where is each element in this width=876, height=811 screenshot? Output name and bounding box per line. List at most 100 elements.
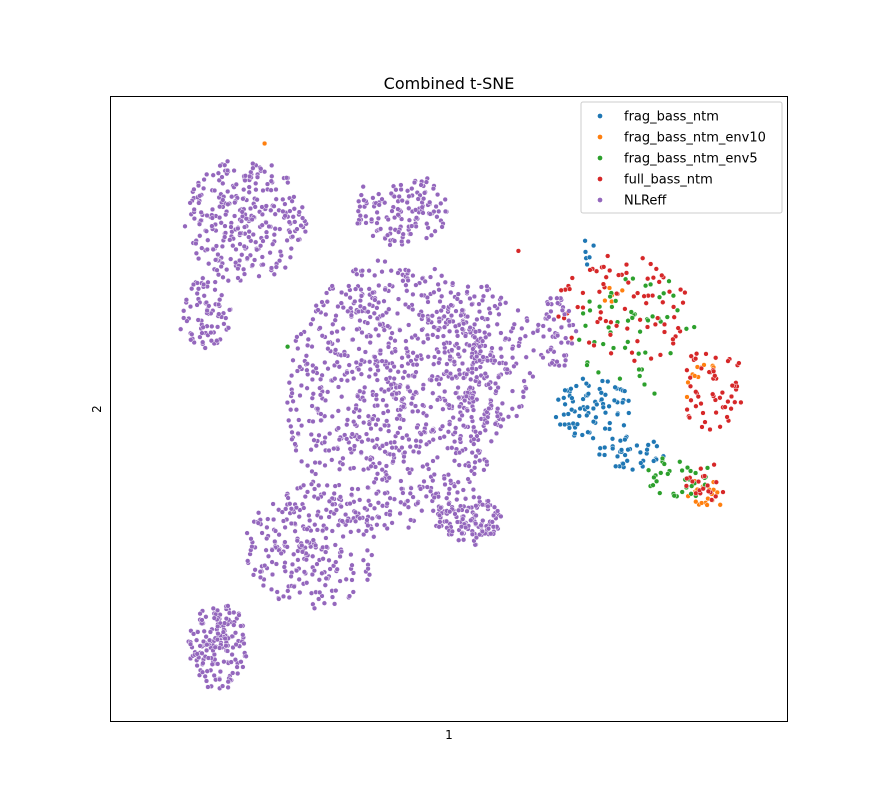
data-point — [217, 668, 224, 675]
data-point — [371, 505, 378, 511]
data-point — [492, 358, 498, 364]
data-point — [388, 335, 394, 341]
data-point — [355, 393, 361, 399]
data-point — [254, 247, 260, 253]
data-point — [344, 417, 351, 423]
data-point — [246, 184, 252, 190]
data-point — [729, 382, 735, 389]
data-point — [372, 464, 379, 470]
data-point — [693, 499, 699, 505]
data-point — [408, 401, 415, 407]
data-point — [438, 200, 444, 207]
data-point — [453, 390, 459, 396]
data-point — [684, 475, 690, 482]
data-point — [335, 303, 341, 310]
data-point — [366, 286, 372, 292]
data-point — [389, 208, 395, 214]
data-point — [728, 406, 734, 412]
data-point — [458, 299, 464, 305]
data-point — [383, 402, 390, 409]
data-point — [559, 307, 566, 313]
data-point — [401, 501, 408, 508]
data-point — [375, 299, 382, 306]
data-point — [228, 224, 234, 230]
data-point — [390, 452, 397, 458]
data-point — [304, 462, 311, 469]
legend-marker — [597, 155, 603, 161]
data-point — [388, 268, 394, 274]
data-point — [575, 304, 581, 310]
data-point — [323, 544, 330, 550]
data-point — [687, 375, 693, 381]
data-point — [241, 224, 248, 230]
data-point — [590, 242, 597, 249]
data-point — [273, 186, 279, 193]
data-point — [321, 439, 328, 445]
data-point — [367, 366, 373, 373]
data-point — [291, 583, 297, 590]
data-point — [365, 522, 371, 529]
data-point — [442, 481, 448, 488]
data-point — [479, 528, 486, 535]
data-point — [273, 264, 279, 270]
data-point — [691, 324, 697, 330]
data-point — [453, 425, 459, 431]
data-point — [293, 407, 300, 413]
data-point — [368, 216, 375, 223]
data-point — [288, 506, 295, 512]
data-point — [389, 520, 395, 526]
data-point — [693, 351, 700, 357]
data-point — [339, 518, 345, 524]
data-point — [273, 561, 280, 567]
data-point — [425, 317, 432, 323]
data-point — [530, 347, 537, 354]
data-point — [349, 369, 355, 375]
data-point — [319, 333, 325, 339]
data-point — [210, 172, 216, 178]
data-point — [338, 289, 345, 296]
data-point — [471, 321, 478, 328]
data-point — [440, 333, 447, 339]
data-point — [315, 307, 321, 313]
data-point — [355, 208, 361, 214]
data-point — [222, 162, 228, 168]
data-point — [459, 307, 465, 313]
data-point — [546, 314, 552, 320]
data-point — [475, 448, 481, 454]
data-point — [463, 524, 469, 531]
data-point — [400, 404, 406, 410]
data-point — [474, 316, 480, 323]
data-point — [667, 350, 674, 356]
data-point — [384, 418, 390, 424]
data-point — [322, 582, 328, 588]
data-point — [469, 301, 475, 308]
data-point — [454, 489, 461, 496]
data-point — [345, 406, 352, 412]
data-point — [442, 279, 448, 285]
legend-frame — [580, 101, 783, 214]
data-point — [373, 326, 379, 332]
data-point — [405, 498, 411, 504]
data-point — [637, 373, 643, 379]
data-point — [355, 486, 361, 492]
data-point — [375, 417, 381, 423]
data-point — [225, 325, 232, 331]
data-point — [181, 315, 187, 321]
data-point — [408, 485, 414, 491]
data-point — [289, 429, 295, 435]
data-point — [387, 512, 393, 518]
data-point — [515, 248, 522, 254]
data-point — [336, 436, 343, 443]
data-point — [312, 522, 318, 528]
data-point — [249, 216, 255, 223]
data-point — [375, 332, 382, 339]
data-point — [395, 296, 402, 302]
data-point — [642, 349, 648, 356]
data-point — [434, 397, 441, 403]
data-point — [314, 561, 320, 567]
data-point — [395, 430, 401, 436]
data-point — [496, 311, 502, 317]
data-point — [258, 166, 264, 172]
data-point — [460, 422, 467, 429]
data-point — [389, 391, 395, 398]
